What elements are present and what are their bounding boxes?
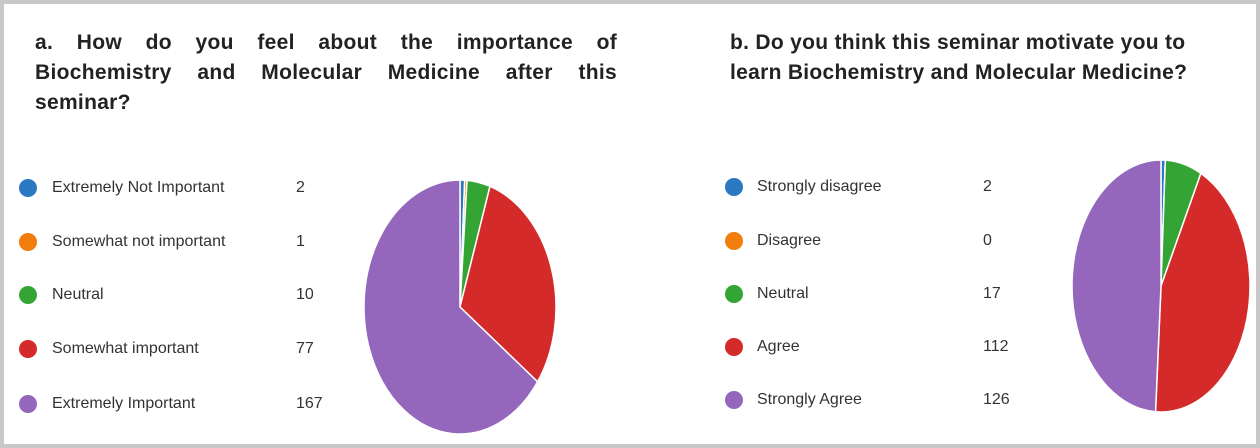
legend-marker <box>725 232 743 250</box>
data-label: 10 <box>296 286 314 303</box>
data-label: 77 <box>296 340 314 357</box>
legend-marker <box>19 395 37 413</box>
legend-label: Strongly Agree <box>757 391 862 408</box>
data-label: 17 <box>983 285 1001 302</box>
pie-slice <box>1154 172 1251 413</box>
legend-label: Somewhat not important <box>52 233 226 250</box>
legend-marker <box>19 340 37 358</box>
data-label: 2 <box>296 179 305 196</box>
legend-label: Extremely Important <box>52 395 196 412</box>
legend-marker <box>725 338 743 356</box>
data-label: 2 <box>983 178 992 195</box>
pie-slice <box>363 179 539 435</box>
legend-label: Neutral <box>52 286 104 303</box>
legend-marker <box>19 286 37 304</box>
legend-label: Neutral <box>757 285 809 302</box>
chart-title: a. How do you feel about the importance … <box>35 31 617 114</box>
legend-label: Disagree <box>757 232 821 249</box>
pie-slice <box>459 185 557 383</box>
legend-marker <box>725 178 743 196</box>
legend-label: Extremely Not Important <box>52 179 225 196</box>
legend-label: Strongly disagree <box>757 178 882 195</box>
data-label: 167 <box>296 395 323 412</box>
legend-marker <box>725 391 743 409</box>
legend-marker <box>19 233 37 251</box>
pie-slice <box>1071 159 1162 413</box>
legend-marker <box>725 285 743 303</box>
legend-marker <box>19 179 37 197</box>
legend-label: Agree <box>757 338 800 355</box>
legend-label: Somewhat important <box>52 340 199 357</box>
data-label: 1 <box>296 233 305 250</box>
chart-title: b. Do you think this seminar motivate yo… <box>730 31 1188 84</box>
data-label: 112 <box>983 338 1009 355</box>
data-label: 0 <box>983 232 992 249</box>
data-label: 126 <box>983 391 1010 408</box>
